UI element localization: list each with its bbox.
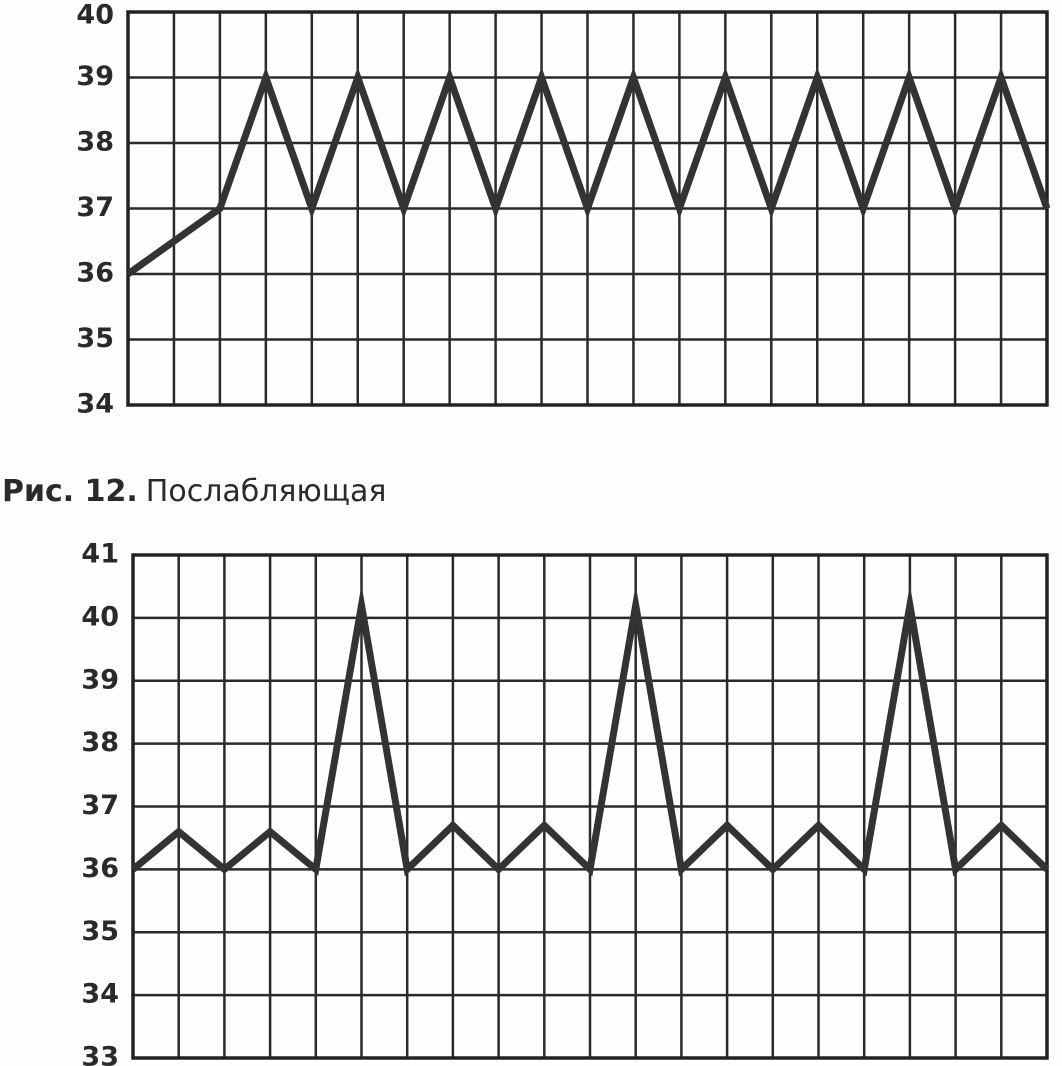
y-tick-label: 39 bbox=[81, 664, 119, 695]
y-tick-label: 40 bbox=[81, 601, 119, 632]
y-tick-label: 35 bbox=[81, 916, 119, 947]
y-tick-label: 35 bbox=[76, 323, 114, 354]
y-tick-label: 40 bbox=[76, 0, 114, 31]
caption-text: Послабляющая bbox=[146, 474, 387, 509]
y-tick-label: 37 bbox=[81, 790, 119, 821]
y-tick-label: 34 bbox=[81, 979, 119, 1010]
y-tick-label: 39 bbox=[76, 61, 114, 92]
y-tick-label: 36 bbox=[76, 258, 114, 289]
caption-label: Рис. 12. bbox=[2, 474, 138, 509]
plot-frame bbox=[131, 553, 1049, 1060]
y-tick-label: 38 bbox=[76, 127, 114, 158]
y-tick-label: 41 bbox=[81, 539, 119, 570]
y-tick-label: 38 bbox=[81, 727, 119, 758]
y-tick-label: 34 bbox=[76, 389, 114, 420]
y-tick-label: 36 bbox=[81, 853, 119, 884]
caption: Рис. 12. Послабляющая bbox=[2, 474, 386, 509]
y-tick-label: 37 bbox=[76, 192, 114, 223]
y-tick-label: 33 bbox=[81, 1042, 119, 1066]
data-line bbox=[125, 66, 1051, 277]
data-line bbox=[130, 584, 1050, 877]
